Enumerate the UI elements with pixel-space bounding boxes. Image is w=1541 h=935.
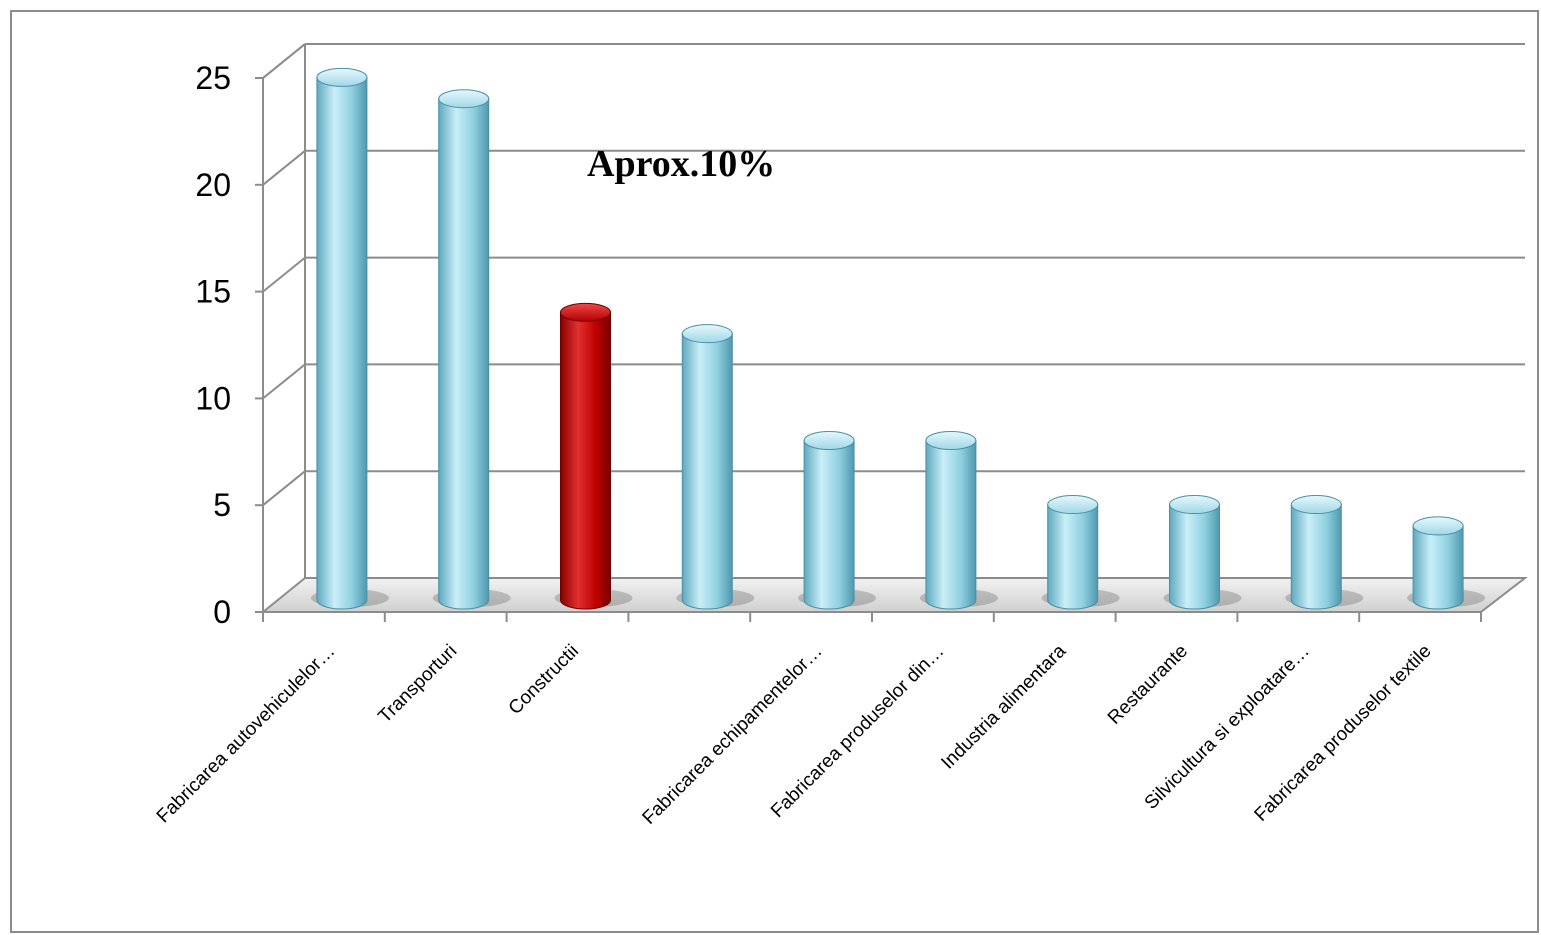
x-category-label: Constructii [505, 641, 583, 719]
y-tick-label: 25 [195, 60, 231, 96]
x-category-label: Transporturi [374, 641, 461, 728]
top-side-line [262, 43, 306, 79]
bars [310, 67, 1486, 610]
x-category-label: Restaurante [1104, 641, 1192, 729]
bar [919, 430, 998, 610]
y-tick-label: 15 [195, 274, 231, 310]
gridline-side [262, 256, 306, 293]
axes [255, 43, 1525, 622]
gridline-side [262, 470, 306, 506]
y-tick-label: 20 [195, 167, 231, 203]
bar [1163, 495, 1242, 610]
gridline-side [262, 363, 306, 400]
bar [676, 324, 755, 610]
y-axis-ticks: 0 5 10 15 20 25 [195, 60, 231, 630]
y-tick-label: 0 [213, 594, 231, 630]
bar [798, 430, 877, 610]
gridline-side [262, 150, 306, 186]
y-tick-label: 5 [213, 487, 231, 523]
bar [1407, 516, 1486, 610]
bar [432, 89, 511, 610]
x-category-label: Industria alimentara [937, 640, 1070, 773]
bar [554, 302, 633, 610]
x-axis-labels: Fabricarea autovehiculelor… Transporturi C… [153, 640, 1436, 828]
bar [1285, 495, 1364, 610]
x-category-label: Fabricarea autovehiculelor… [153, 641, 340, 828]
y-tick-label: 10 [195, 380, 231, 416]
annotation-label: Aprox.10% [587, 143, 775, 185]
bar [1041, 495, 1120, 610]
bar [310, 67, 389, 610]
